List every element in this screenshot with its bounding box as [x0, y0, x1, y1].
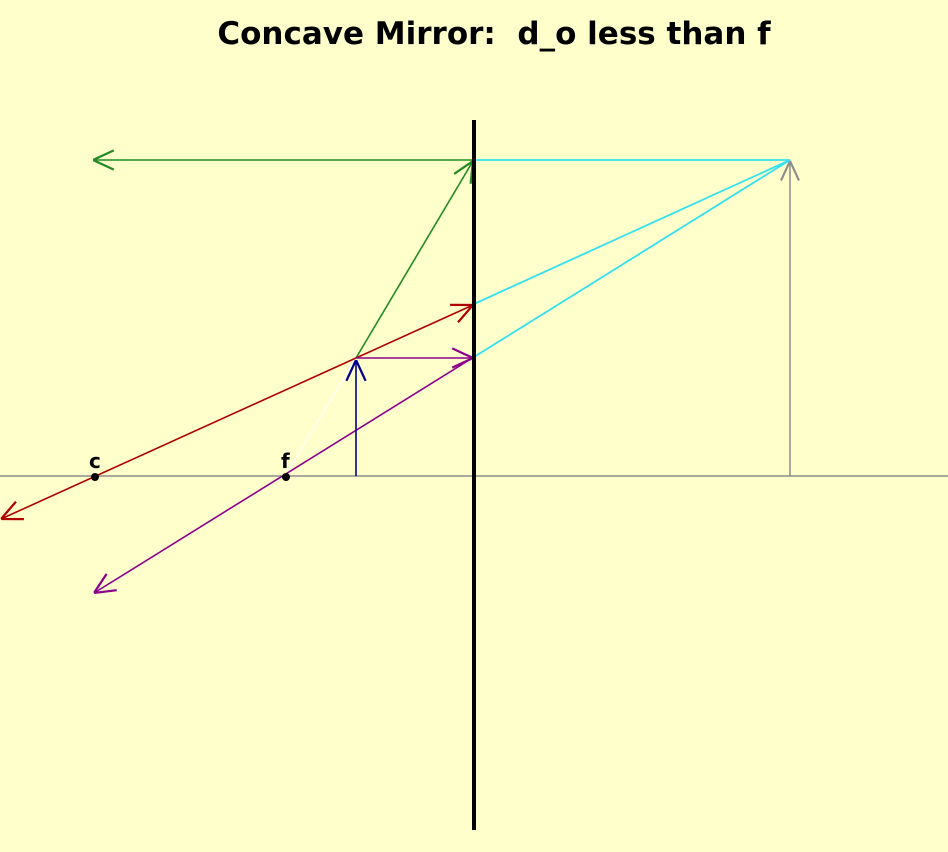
diagram-title: Concave Mirror: d_o less than f	[217, 16, 771, 52]
focal-label: f	[281, 449, 290, 473]
focal-helper-line	[284, 357, 357, 477]
ray-center-incident	[355, 305, 473, 359]
focal-point	[282, 473, 290, 481]
center-point	[91, 473, 99, 481]
virtual-extension-focal	[473, 159, 791, 358]
ray-center-reflected	[1, 357, 357, 519]
ray-parallel-incident	[355, 161, 473, 359]
center-label: c	[89, 449, 101, 473]
virtual-extension-center	[473, 159, 791, 305]
